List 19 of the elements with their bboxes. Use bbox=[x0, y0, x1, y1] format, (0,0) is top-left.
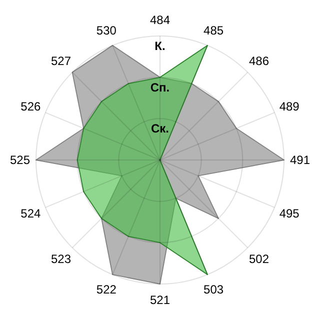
spoke-label: 530 bbox=[96, 24, 117, 38]
spoke-label: 526 bbox=[20, 99, 41, 114]
spoke-label: 484 bbox=[150, 13, 170, 27]
spoke-label: 491 bbox=[290, 153, 310, 167]
spoke-label: 525 bbox=[10, 153, 30, 167]
spoke-label: 485 bbox=[204, 24, 224, 38]
spoke-label: 495 bbox=[279, 206, 300, 221]
spoke-label: 521 bbox=[150, 293, 170, 307]
spoke-label: 527 bbox=[50, 54, 72, 68]
spoke-label: 503 bbox=[204, 282, 224, 296]
spoke-label: 522 bbox=[96, 282, 117, 296]
spoke-label: 489 bbox=[279, 99, 300, 114]
spoke-label: 486 bbox=[248, 54, 270, 68]
y-tick-label: Сп. bbox=[150, 80, 170, 94]
spoke-label: 524 bbox=[20, 206, 41, 221]
y-tick-label: Ск. bbox=[150, 122, 170, 136]
spoke-label: 523 bbox=[50, 252, 72, 266]
y-tick-label: К. bbox=[154, 39, 166, 53]
spoke-label: 502 bbox=[248, 252, 270, 266]
